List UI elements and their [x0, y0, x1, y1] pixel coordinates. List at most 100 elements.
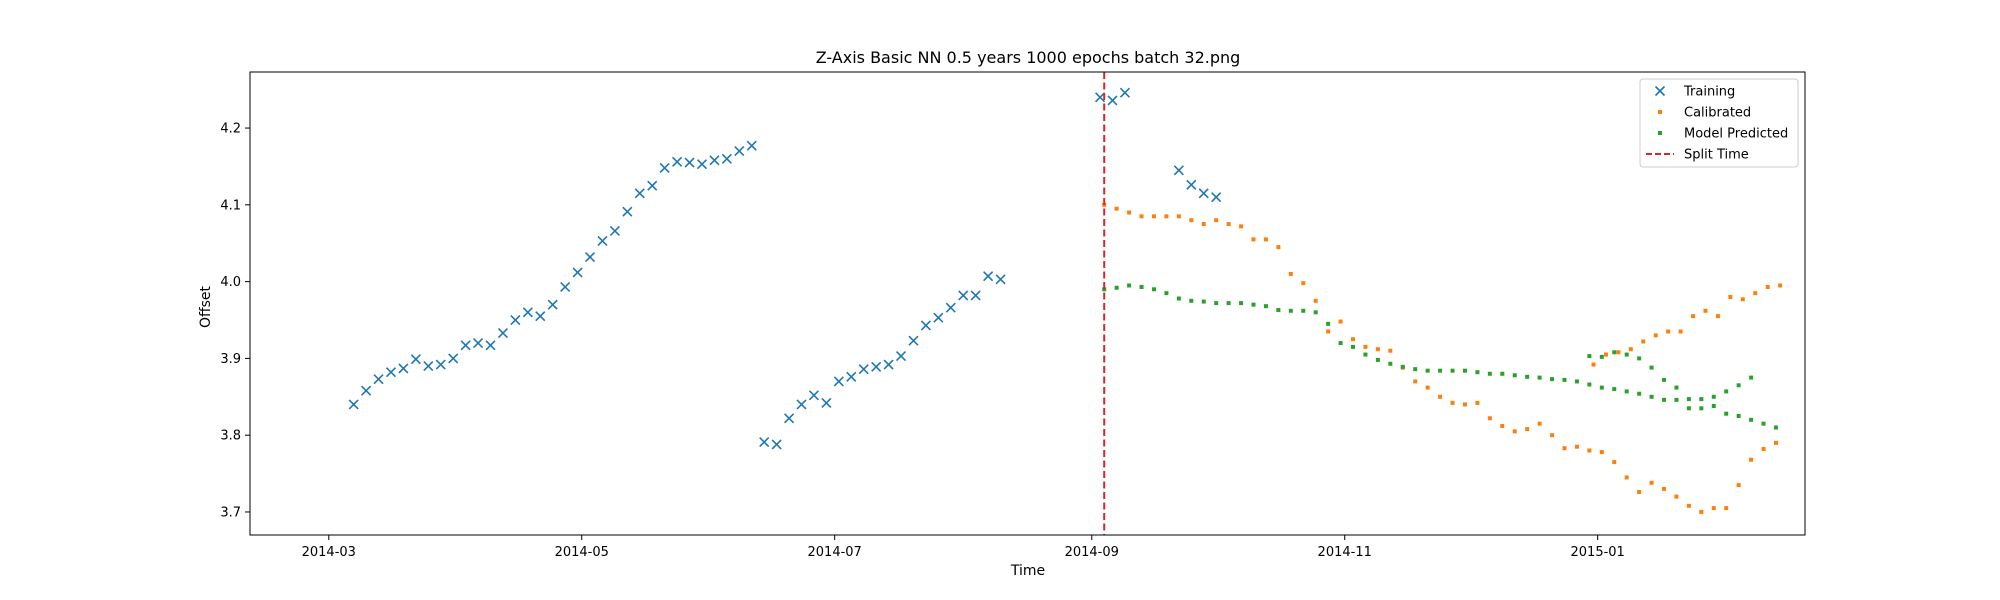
data-point: [435, 359, 446, 370]
x-tick-label: 2015-01: [1571, 545, 1625, 560]
data-point: [1400, 364, 1405, 369]
legend-marker: [1658, 131, 1662, 135]
data-point: [1313, 298, 1318, 303]
data-point: [1189, 218, 1194, 223]
data-point: [1186, 179, 1197, 190]
data-point: [1778, 283, 1783, 288]
data-point: [584, 251, 596, 263]
data-point: [1313, 310, 1318, 315]
data-point: [1662, 486, 1667, 491]
data-point: [1201, 299, 1206, 304]
data-point: [410, 354, 421, 365]
data-point: [1537, 375, 1542, 380]
x-tick-label: 2014-03: [302, 545, 356, 560]
x-tick-label: 2014-09: [1065, 545, 1119, 560]
data-point: [1251, 237, 1256, 242]
data-point: [647, 180, 658, 191]
data-point: [1550, 377, 1555, 382]
data-point: [1487, 416, 1492, 421]
data-point: [1740, 297, 1745, 302]
data-point: [796, 399, 807, 410]
data-point: [1413, 367, 1418, 372]
data-point: [1736, 383, 1741, 388]
data-point: [1139, 214, 1144, 219]
data-point: [1164, 291, 1169, 296]
data-point: [846, 371, 857, 382]
data-point: [597, 235, 608, 246]
data-point: [1425, 368, 1430, 373]
data-point: [1537, 421, 1542, 426]
data-point: [1226, 301, 1231, 306]
data-point: [572, 267, 583, 278]
plot-frame: [249, 71, 1806, 536]
data-point: [771, 439, 782, 450]
data-point: [1251, 302, 1256, 307]
data-point: [1438, 368, 1443, 373]
data-point: [1351, 344, 1356, 349]
data-point: [1176, 214, 1181, 219]
data-point: [933, 312, 944, 323]
data-point: [1512, 373, 1517, 378]
data-point: [1728, 294, 1733, 299]
data-point: [821, 397, 832, 408]
series-model-predicted: [1102, 283, 1778, 430]
y-tick-label: 3.9: [220, 352, 241, 367]
data-point: [983, 271, 994, 282]
data-point: [1388, 348, 1393, 353]
data-point: [348, 399, 359, 410]
data-point: [1119, 87, 1131, 98]
data-point: [1616, 350, 1621, 355]
data-point: [1363, 352, 1368, 357]
data-point: [460, 340, 471, 351]
data-point: [734, 146, 745, 157]
data-point: [1678, 329, 1683, 334]
data-point: [1500, 423, 1505, 428]
data-point: [995, 274, 1006, 285]
data-point: [560, 281, 571, 293]
data-point: [784, 413, 795, 424]
data-point: [1686, 406, 1691, 411]
data-point: [1711, 394, 1716, 399]
data-point: [1736, 483, 1741, 488]
data-point: [1599, 354, 1604, 359]
data-point: [1649, 394, 1654, 399]
data-point: [1674, 385, 1679, 390]
legend-label: Training: [1683, 85, 1735, 100]
data-point: [1736, 413, 1741, 418]
data-point: [1214, 218, 1219, 223]
data-point: [1587, 382, 1592, 387]
legend-label: Split Time: [1684, 148, 1749, 163]
data-point: [1388, 361, 1393, 366]
data-point: [1662, 377, 1667, 382]
data-point: [1239, 301, 1244, 306]
data-point: [609, 225, 620, 237]
data-point: [497, 327, 509, 339]
data-point: [1686, 503, 1691, 508]
legend-marker: [1658, 110, 1662, 114]
data-point: [1612, 350, 1617, 355]
y-tick-label: 3.7: [220, 505, 241, 520]
data-point: [1176, 296, 1181, 301]
data-point: [1198, 188, 1209, 199]
data-point: [373, 374, 384, 385]
data-point: [1151, 214, 1156, 219]
data-point: [1562, 446, 1567, 451]
data-point: [958, 290, 969, 301]
data-point: [1587, 354, 1592, 359]
data-point: [448, 353, 459, 364]
data-point: [1703, 308, 1708, 313]
data-point: [1326, 321, 1331, 326]
data-point: [1653, 333, 1658, 338]
x-tick-label: 2014-07: [808, 545, 862, 560]
data-point: [1699, 406, 1704, 411]
data-point: [1724, 506, 1729, 511]
data-point: [1500, 371, 1505, 376]
data-point: [1761, 421, 1766, 426]
data-point: [1301, 281, 1306, 286]
data-point: [1139, 284, 1144, 289]
y-axis-label: Offset: [198, 285, 214, 328]
data-point: [1599, 385, 1604, 390]
data-point: [1375, 357, 1380, 362]
data-point: [1102, 287, 1107, 292]
